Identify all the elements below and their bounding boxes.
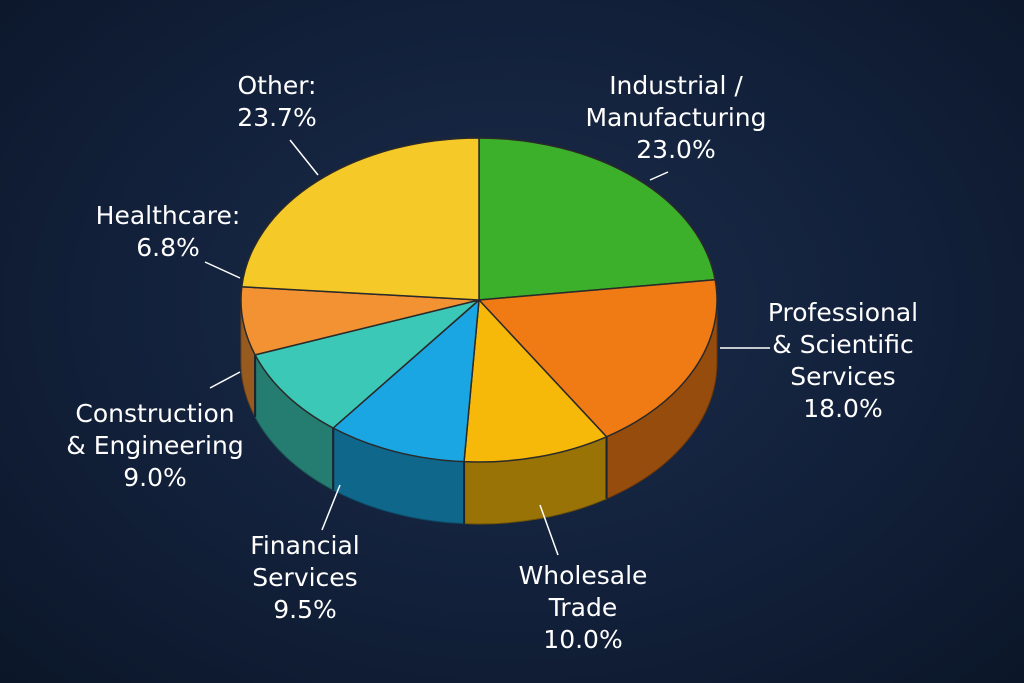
label-wholesale-trade: Wholesale Trade 10.0% [519,560,648,656]
data-label-value: 18.0% [803,394,883,423]
data-label-text: Services [790,362,896,391]
leader-line-industrial-manufacturing [649,171,669,181]
slice-financial-services[interactable] [331,298,480,463]
leader-line-financial-services [321,484,341,531]
data-label-text: Financial [250,531,360,560]
slice-professional-scientific-services[interactable] [477,278,718,438]
slice-wholesale-trade[interactable] [463,298,608,463]
leader-line-other [289,139,319,176]
data-label-text: Construction [75,399,235,428]
data-label-text: & Scientific [772,330,914,359]
label-construction-engineering: Construction & Engineering 9.0% [66,398,243,494]
data-label-text: Manufacturing [585,103,767,132]
data-label-text: Other: [237,71,317,100]
data-label-value: 9.5% [273,595,337,624]
label-other: Other: 23.7% [237,70,316,134]
data-label-text: Industrial / [609,71,743,100]
leader-line-construction-engineering [209,371,241,389]
data-label-text: Services [252,563,358,592]
data-label-value: 10.0% [543,625,623,654]
data-label-text: Healthcare: [95,201,241,230]
slice-construction-engineering[interactable] [253,299,480,429]
data-label-value: 23.0% [636,135,716,164]
data-label-text: Trade [548,593,618,622]
data-label-value: 6.8% [136,233,200,262]
leader-line-wholesale-trade [539,504,559,556]
data-label-text: Professional [767,298,919,327]
data-label-value: 23.7% [237,103,317,132]
leader-line-healthcare [204,261,241,279]
label-financial-services: Financial Services 9.5% [250,530,359,626]
slice-industrial-manufacturing[interactable] [478,137,717,301]
data-label-text: Wholesale [518,561,648,590]
label-professional-scientific-services: Professional & Scientific Services 18.0% [768,297,918,425]
label-healthcare: Healthcare: 6.8% [96,200,241,264]
label-industrial-manufacturing: Industrial / Manufacturing 23.0% [585,70,766,166]
data-label-value: 9.0% [123,463,187,492]
data-label-text: & Engineering [66,431,244,460]
slice-other[interactable] [240,137,480,301]
